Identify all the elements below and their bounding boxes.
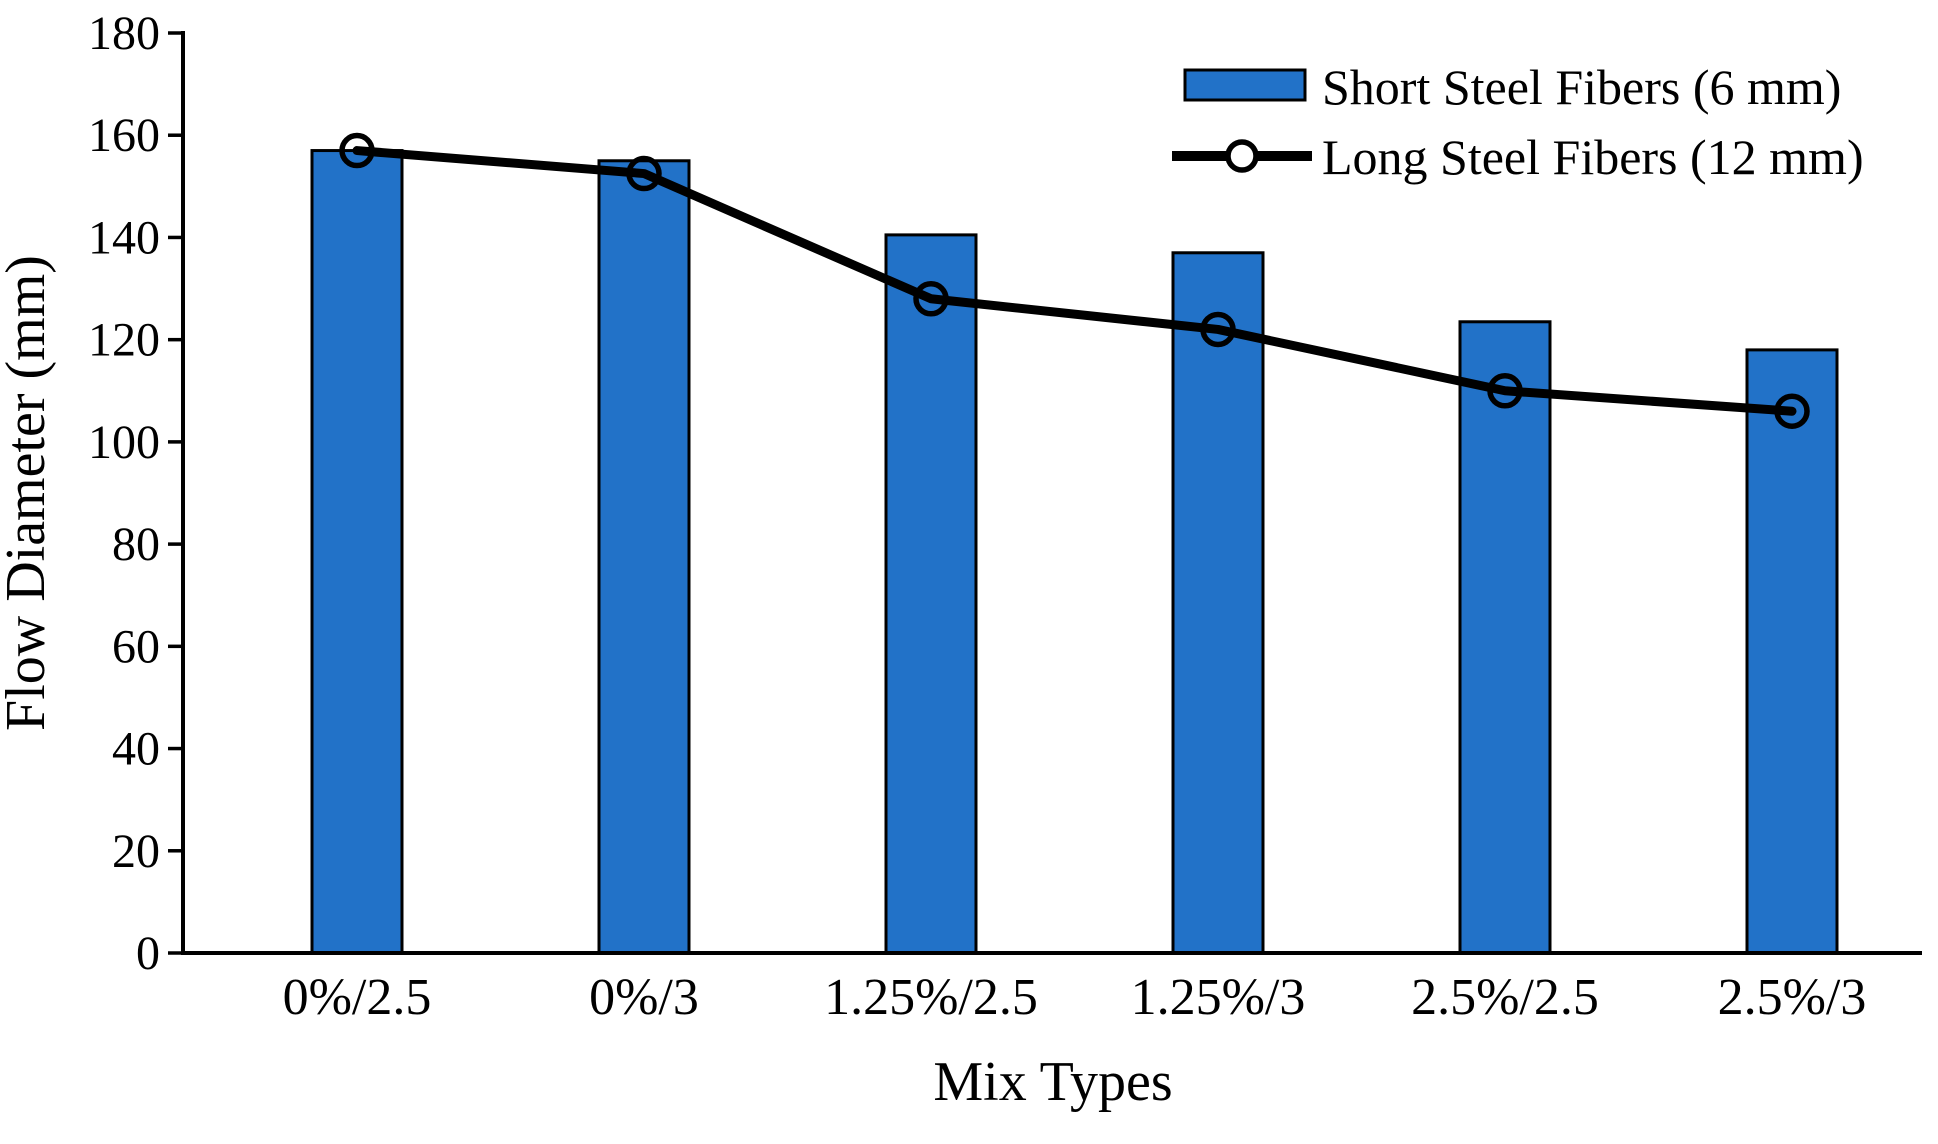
open-circle-marker-icon [1225,139,1259,173]
legend-item-short-steel-fibers: Short Steel Fibers (6 mm) [1183,59,1841,115]
legend: Short Steel Fibers (6 mm) Long Steel Fib… [1172,59,1864,185]
line-marker [626,155,662,192]
x-tick-label: 0%/2.5 [283,969,432,1026]
line-marker [913,281,949,317]
y-tick-label: 20 [112,825,160,878]
x-tick-label: 0%/3 [589,969,699,1026]
line-marker [1200,311,1236,348]
x-axis-labels: 0%/2.5 0%/3 1.25%/2.5 1.25%/3 2.5%/2.5 2.5%/3 [283,969,1867,1026]
legend-label: Long Steel Fibers (12 mm) [1322,129,1864,185]
x-tick-label: 2.5%/2.5 [1411,969,1599,1026]
y-tick-label: 160 [88,109,160,162]
bar-series [310,149,1839,955]
bar [884,233,978,955]
y-tick-label: 0 [136,927,160,980]
bar [310,149,404,955]
line-marker [1487,373,1523,409]
bar [1171,251,1265,955]
legend-item-long-steel-fibers: Long Steel Fibers (12 mm) [1172,129,1864,185]
x-tick-label: 2.5%/3 [1718,969,1867,1026]
y-tick-label: 40 [112,723,160,776]
bar [1745,348,1839,955]
x-tick-label: 1.25%/3 [1131,969,1306,1026]
line-marker [1774,393,1810,429]
y-tick-label: 180 [88,7,160,60]
x-tick-label: 1.25%/2.5 [824,969,1038,1026]
y-axis-ticks: 0 20 40 60 80 100 120 140 160 180 [88,7,183,980]
y-tick-label: 80 [112,518,160,571]
line-series [339,132,1810,429]
bar [597,159,691,955]
y-tick-label: 140 [88,211,160,264]
y-tick-label: 100 [88,416,160,469]
y-tick-label: 60 [112,620,160,673]
line-marker [339,132,375,169]
y-axis-title: Flow Diameter (mm) [0,255,57,731]
bar [1458,320,1552,955]
x-axis-title: Mix Types [933,1051,1172,1113]
line-path [352,146,1797,416]
legend-label: Short Steel Fibers (6 mm) [1322,59,1841,115]
y-tick-label: 120 [88,314,160,367]
bar-swatch-icon [1183,68,1307,102]
